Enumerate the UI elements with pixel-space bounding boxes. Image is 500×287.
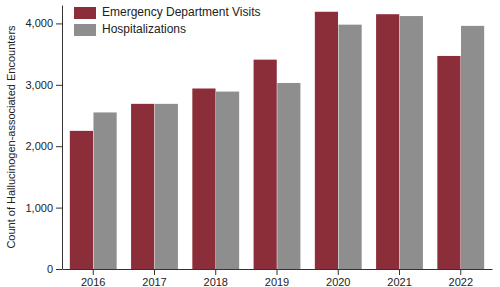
bar	[277, 83, 300, 269]
y-tick: 2,000	[25, 140, 62, 152]
y-tick: 4,000	[25, 17, 62, 29]
x-tick: 2020	[326, 269, 350, 287]
bar	[376, 14, 399, 269]
y-axis: 0 1,000 2,000 3,000 4,000	[25, 6, 62, 276]
x-tick-label: 2017	[142, 276, 166, 287]
x-tick-mark	[93, 269, 94, 275]
x-tick-mark	[399, 269, 400, 275]
bar	[131, 104, 154, 269]
y-tick-label: 1,000	[25, 202, 53, 214]
y-tick-mark	[56, 208, 62, 209]
x-tick-label: 2018	[204, 276, 228, 287]
x-tick: 2019	[265, 269, 289, 287]
bar	[70, 131, 93, 269]
bar	[461, 26, 484, 269]
x-tick: 2018	[204, 269, 228, 287]
x-tick-label: 2016	[81, 276, 105, 287]
x-tick-label: 2021	[387, 276, 411, 287]
y-tick-mark	[56, 85, 62, 86]
x-tick-mark	[460, 269, 461, 275]
x-tick-mark	[277, 269, 278, 275]
legend: Emergency Department Visits Hospitalizati…	[74, 5, 261, 36]
bar	[437, 56, 460, 269]
x-tick: 2016	[81, 269, 105, 287]
y-tick-mark	[56, 269, 62, 270]
x-tick: 2021	[387, 269, 411, 287]
x-tick: 2017	[142, 269, 166, 287]
legend-item: Emergency Department Visits	[74, 5, 261, 19]
plot-area: 0 1,000 2,000 3,000 4,000 2016 2017 2018 2019 202…	[25, 5, 492, 287]
y-tick-label: 2,000	[25, 140, 53, 152]
bar	[338, 25, 361, 269]
x-tick-mark	[338, 269, 339, 275]
bar	[93, 112, 116, 269]
x-tick-label: 2020	[326, 276, 350, 287]
x-tick-mark	[154, 269, 155, 275]
y-tick: 0	[47, 263, 62, 275]
legend-item: Hospitalizations	[74, 22, 186, 36]
x-tick-label: 2019	[265, 276, 289, 287]
bar-series	[70, 12, 461, 269]
legend-swatch	[74, 7, 96, 19]
legend-label: Emergency Department Visits	[102, 5, 261, 19]
y-tick-label: 3,000	[25, 79, 53, 91]
y-axis-line	[62, 6, 63, 270]
x-tick-label: 2022	[449, 276, 473, 287]
legend-swatch	[74, 24, 96, 36]
y-tick-mark	[56, 23, 62, 24]
y-tick: 1,000	[25, 202, 62, 214]
chart: 0 1,000 2,000 3,000 4,000 2016 2017 2018 2019 202…	[0, 0, 500, 287]
x-axis: 2016 2017 2018 2019 2020 2021 2022	[63, 269, 493, 287]
x-tick-mark	[215, 269, 216, 275]
y-tick: 3,000	[25, 79, 62, 91]
bar	[216, 92, 239, 269]
y-axis-title: Count of Hallucinogen-associated Encount…	[5, 25, 17, 249]
bar	[155, 104, 178, 269]
y-tick-label: 0	[47, 263, 53, 275]
y-tick-mark	[56, 146, 62, 147]
bar	[315, 12, 338, 269]
bars	[70, 12, 484, 269]
bar-series	[93, 16, 484, 269]
bar	[192, 88, 215, 269]
legend-label: Hospitalizations	[102, 22, 186, 36]
y-tick-label: 4,000	[25, 17, 53, 29]
bar	[400, 16, 423, 269]
x-tick: 2022	[449, 269, 473, 287]
bar	[254, 60, 277, 269]
